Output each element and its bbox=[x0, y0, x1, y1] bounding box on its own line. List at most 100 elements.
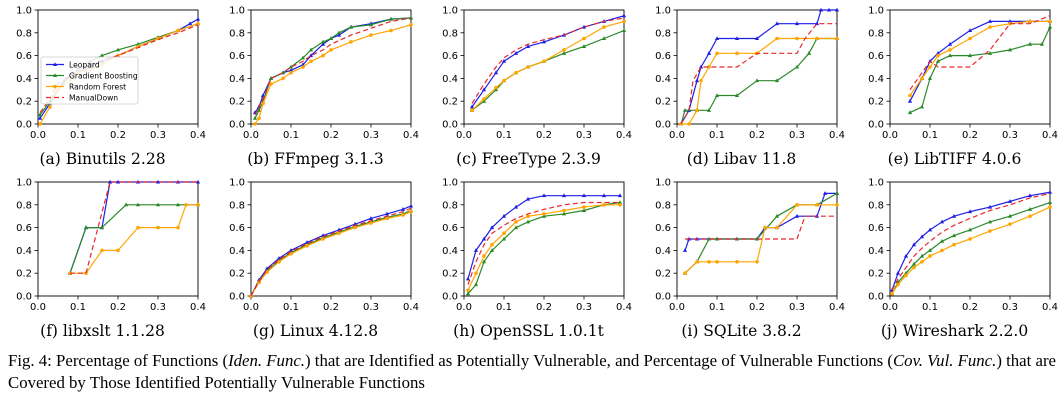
data-point-leopard bbox=[561, 193, 567, 198]
data-point-leopard bbox=[1007, 19, 1013, 23]
x-tick-label: 0.2 bbox=[962, 130, 978, 141]
data-point-random-forest bbox=[261, 101, 265, 106]
data-point-random-forest bbox=[763, 225, 767, 230]
data-point-leopard bbox=[37, 116, 43, 120]
series-line-manualdown bbox=[680, 23, 837, 125]
data-point-gradient-boosting bbox=[951, 233, 957, 238]
data-point-random-forest bbox=[526, 214, 530, 218]
y-tick-label: 1.0 bbox=[229, 178, 245, 189]
data-point-gradient-boosting bbox=[621, 28, 627, 33]
data-point-random-forest bbox=[602, 203, 606, 207]
y-tick-label: 0.8 bbox=[16, 200, 32, 211]
x-tick-label: 0.0 bbox=[456, 130, 472, 141]
data-point-random-forest bbox=[369, 33, 373, 37]
series-line-manualdown bbox=[39, 24, 199, 113]
data-point-random-forest bbox=[84, 271, 88, 275]
legend-label: Random Forest bbox=[69, 82, 126, 91]
data-point-random-forest bbox=[269, 82, 273, 86]
data-point-random-forest bbox=[582, 205, 586, 209]
x-tick-label: 0.0 bbox=[30, 130, 46, 141]
data-point-random-forest bbox=[687, 122, 691, 126]
legend-marker bbox=[52, 62, 58, 66]
data-point-random-forest bbox=[928, 65, 932, 69]
y-tick-label: 0.2 bbox=[655, 97, 671, 108]
data-point-random-forest bbox=[305, 244, 309, 248]
data-point-random-forest bbox=[482, 254, 486, 258]
plot-frame bbox=[463, 9, 625, 125]
x-tick-label: 0.0 bbox=[243, 130, 259, 141]
data-point-random-forest bbox=[337, 231, 341, 236]
data-point-leopard bbox=[907, 98, 913, 103]
data-point-gradient-boosting bbox=[617, 200, 623, 205]
x-tick-label: 0.2 bbox=[962, 302, 978, 313]
data-point-gradient-boosting bbox=[83, 225, 89, 230]
data-point-random-forest bbox=[795, 203, 799, 207]
y-tick-label: 0.6 bbox=[655, 51, 671, 62]
data-point-random-forest bbox=[321, 237, 325, 241]
legend-frame bbox=[40, 56, 139, 105]
y-tick-label: 0.6 bbox=[442, 51, 458, 62]
data-point-leopard bbox=[115, 179, 121, 184]
data-point-gradient-boosting bbox=[525, 219, 531, 224]
data-point-random-forest bbox=[176, 28, 180, 33]
chart-panel: 0.0 0.2 0.4 0.6 0.8 1.0 0.0 0.1 0.2 0.3 0.4 (i) SQL… bbox=[639, 172, 845, 344]
data-point-random-forest bbox=[289, 70, 293, 75]
data-point-random-forest bbox=[755, 260, 759, 264]
y-tick-label: 1.0 bbox=[16, 6, 32, 17]
data-point-random-forest bbox=[353, 225, 357, 230]
chart-panel: 0.0 0.2 0.4 0.6 0.8 1.0 0.0 0.1 0.2 0.3 0.4 (f) lib… bbox=[0, 172, 206, 344]
x-tick-label: 0.1 bbox=[922, 130, 938, 141]
data-point-gradient-boosting bbox=[99, 225, 105, 230]
y-tick-label: 0.4 bbox=[16, 246, 32, 257]
data-point-gradient-boosting bbox=[541, 213, 547, 218]
x-tick-label: 0.2 bbox=[110, 130, 126, 141]
data-point-gradient-boosting bbox=[256, 108, 262, 112]
data-point-random-forest bbox=[582, 36, 586, 41]
data-point-gradient-boosting bbox=[1007, 47, 1013, 52]
y-tick-label: 0.0 bbox=[442, 292, 458, 303]
series-line-random-forest bbox=[681, 37, 837, 125]
data-point-gradient-boosting bbox=[927, 76, 933, 80]
data-point-gradient-boosting bbox=[1047, 200, 1053, 205]
data-point-random-forest bbox=[988, 229, 992, 233]
chart-panel: 0.0 0.2 0.4 0.6 0.8 1.0 0.0 0.1 0.2 0.3 0.4 (d) Lib… bbox=[639, 0, 845, 172]
data-point-gradient-boosting bbox=[1027, 41, 1033, 46]
data-point-gradient-boosting bbox=[794, 64, 800, 69]
data-point-leopard bbox=[1027, 193, 1033, 198]
x-tick-label: 0.1 bbox=[70, 130, 86, 141]
x-tick-label: 0.4 bbox=[616, 302, 632, 313]
series-line-random-forest bbox=[909, 20, 1050, 96]
data-point-random-forest bbox=[890, 291, 894, 296]
y-tick-label: 0.0 bbox=[655, 120, 671, 131]
data-point-random-forest bbox=[38, 122, 42, 126]
data-point-gradient-boosting bbox=[1007, 213, 1013, 218]
data-point-random-forest bbox=[735, 51, 739, 56]
data-point-random-forest bbox=[683, 271, 687, 275]
data-point-gradient-boosting bbox=[947, 53, 953, 58]
data-point-random-forest bbox=[715, 260, 719, 264]
data-point-random-forest bbox=[349, 40, 353, 44]
y-tick-label: 0.4 bbox=[442, 246, 458, 257]
y-tick-label: 0.6 bbox=[442, 223, 458, 234]
data-point-random-forest bbox=[735, 260, 739, 264]
y-tick-label: 0.8 bbox=[655, 200, 671, 211]
data-point-leopard bbox=[967, 28, 973, 33]
data-point-random-forest bbox=[920, 76, 924, 81]
figure-caption: Fig. 4: Percentage of Functions (Iden. F… bbox=[8, 350, 1056, 394]
chart-svg: 0.0 0.2 0.4 0.6 0.8 1.0 0.0 0.1 0.2 0.3 0.4 bbox=[655, 178, 845, 314]
subfigure-label: (i) SQLite 3.8.2 bbox=[681, 322, 802, 340]
x-tick-label: 0.1 bbox=[70, 302, 86, 313]
y-tick-label: 0.4 bbox=[868, 246, 884, 257]
data-point-leopard bbox=[694, 78, 700, 83]
data-point-random-forest bbox=[329, 48, 333, 52]
chart-panel: 0.0 0.2 0.4 0.6 0.8 1.0 0.0 0.1 0.2 0.3 0.4 (j) Wir… bbox=[852, 172, 1058, 344]
data-point-random-forest bbox=[952, 242, 956, 247]
data-point-leopard bbox=[400, 207, 406, 211]
plot-frame bbox=[250, 9, 412, 125]
data-point-gradient-boosting bbox=[774, 78, 780, 83]
y-tick-label: 1.0 bbox=[655, 6, 671, 17]
data-point-leopard bbox=[155, 179, 161, 184]
data-point-random-forest bbox=[988, 25, 992, 29]
data-point-random-forest bbox=[176, 225, 180, 230]
y-tick-label: 0.6 bbox=[16, 223, 32, 234]
